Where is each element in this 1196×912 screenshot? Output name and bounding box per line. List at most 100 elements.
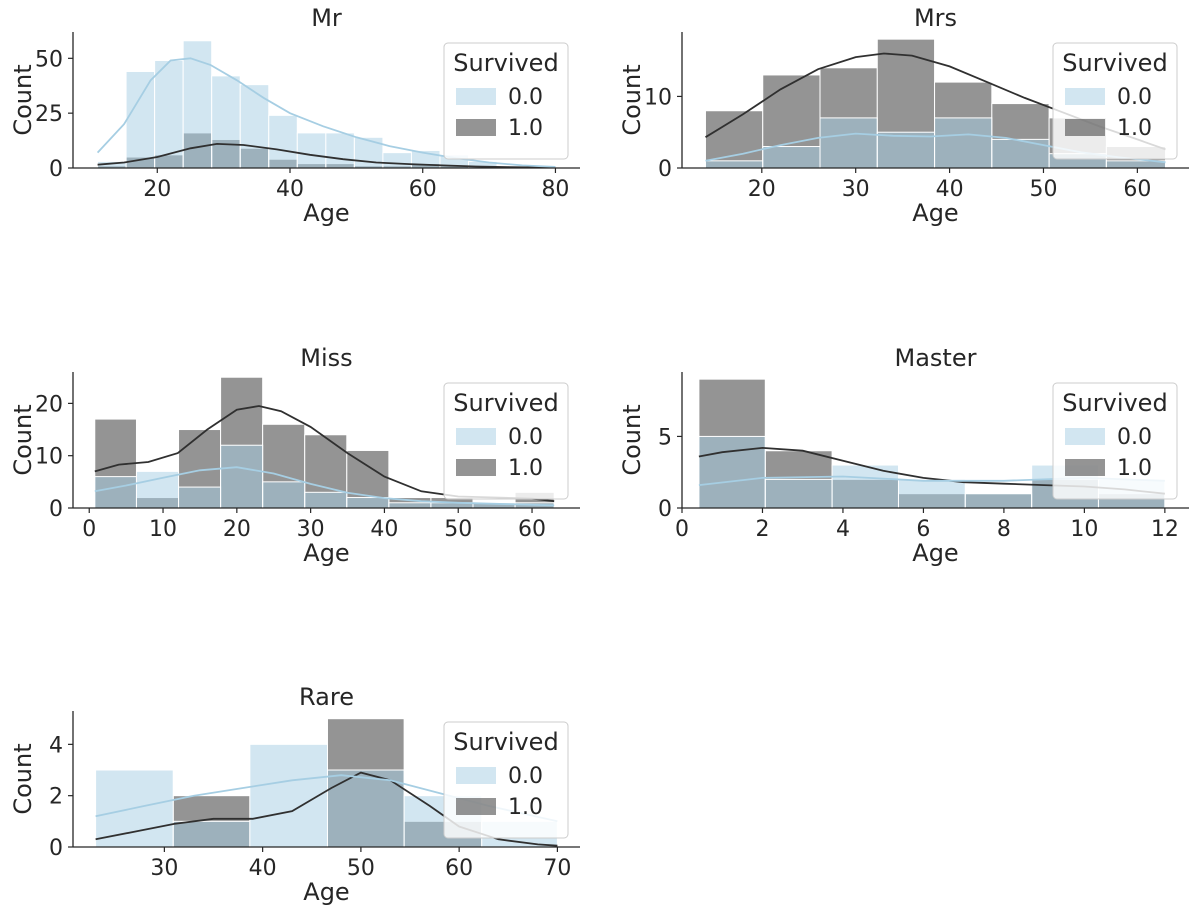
y-tick-label: 5 bbox=[658, 425, 672, 450]
legend-title: Survived bbox=[1062, 49, 1167, 77]
legend: Survived 0.0 1.0 bbox=[443, 382, 569, 500]
x-tick-label: 50 bbox=[1029, 177, 1057, 202]
y-tick-label: 0 bbox=[49, 157, 63, 182]
kde-line bbox=[94, 466, 555, 507]
y-tick-label: 0 bbox=[658, 497, 672, 522]
x-tick-label: 30 bbox=[297, 517, 325, 542]
x-tick-label: 60 bbox=[518, 517, 546, 542]
y-tick-label: 0 bbox=[49, 497, 63, 522]
panel-title: Mrs bbox=[914, 4, 957, 32]
legend: Survived 0.0 1.0 bbox=[443, 721, 569, 839]
histogram-bar bbox=[698, 435, 766, 509]
histogram-bar bbox=[764, 478, 833, 509]
legend-title: Survived bbox=[1062, 389, 1167, 417]
x-tick-label: 10 bbox=[1070, 517, 1098, 542]
x-tick-label: 50 bbox=[444, 517, 472, 542]
legend-swatch-0-0 bbox=[456, 767, 496, 784]
x-tick-label: 30 bbox=[842, 177, 870, 202]
x-tick-label: 20 bbox=[143, 177, 171, 202]
histogram-bar bbox=[268, 114, 298, 169]
y-axis-label: Count bbox=[9, 404, 37, 475]
histogram-bar bbox=[94, 476, 137, 509]
x-tick-label: 30 bbox=[150, 856, 178, 881]
panel-title: Mr bbox=[311, 4, 342, 32]
series-0-0 bbox=[94, 444, 555, 509]
x-tick-label: 2 bbox=[755, 517, 769, 542]
legend-label: 0.0 bbox=[508, 764, 543, 789]
x-tick-label: 10 bbox=[149, 517, 177, 542]
histogram-bar bbox=[346, 497, 390, 509]
histogram-bar bbox=[325, 132, 355, 169]
x-axis-label: Age bbox=[303, 199, 349, 227]
x-tick-label: 4 bbox=[836, 517, 850, 542]
histogram-bar bbox=[704, 160, 764, 169]
histogram-bar bbox=[262, 481, 306, 509]
histogram-bar bbox=[296, 132, 327, 169]
y-axis-label: Count bbox=[618, 64, 646, 135]
panel-rare: 30 40 50 60 70 0 2 4 Rare Age Count Survived 0.0 1.0 bbox=[9, 683, 580, 906]
x-tick-label: 40 bbox=[936, 177, 964, 202]
series-0-0 bbox=[97, 40, 556, 169]
histogram-bar bbox=[934, 117, 993, 169]
series-0-0 bbox=[95, 743, 558, 848]
x-tick-label: 80 bbox=[541, 177, 569, 202]
y-tick-label: 2 bbox=[49, 785, 63, 810]
legend-label: 0.0 bbox=[508, 85, 543, 110]
y-tick-label: 20 bbox=[35, 392, 63, 417]
legend-swatch-1-0 bbox=[456, 459, 496, 476]
legend-swatch-1-0 bbox=[1065, 119, 1105, 136]
x-tick-label: 20 bbox=[223, 517, 251, 542]
panel-title: Master bbox=[895, 344, 977, 372]
histogram-bar bbox=[239, 84, 270, 169]
kde-line bbox=[96, 57, 556, 168]
legend: Survived 0.0 1.0 bbox=[1052, 382, 1178, 500]
legend: Survived 0.0 1.0 bbox=[443, 42, 569, 160]
x-tick-label: 60 bbox=[409, 177, 437, 202]
legend-swatch-0-0 bbox=[456, 88, 496, 105]
legend-label: 1.0 bbox=[1117, 116, 1152, 141]
x-tick-label: 20 bbox=[748, 177, 776, 202]
y-tick-label: 0 bbox=[49, 836, 63, 861]
y-axis-label: Count bbox=[9, 743, 37, 814]
histogram-bar bbox=[876, 131, 936, 169]
x-tick-label: 60 bbox=[1123, 177, 1151, 202]
y-tick-label: 10 bbox=[644, 85, 672, 110]
x-tick-label: 60 bbox=[445, 856, 473, 881]
legend-title: Survived bbox=[453, 49, 558, 77]
x-axis-label: Age bbox=[303, 539, 349, 567]
panel-master: 0 2 4 6 8 10 12 0 5 Master Age Count Survived 0.0 1.0 bbox=[618, 344, 1189, 567]
x-tick-label: 8 bbox=[997, 517, 1011, 542]
legend-label: 1.0 bbox=[508, 795, 543, 820]
legend-title: Survived bbox=[453, 728, 558, 756]
legend-swatch-0-0 bbox=[456, 428, 496, 445]
y-tick-label: 10 bbox=[35, 445, 63, 470]
legend-swatch-1-0 bbox=[456, 119, 496, 136]
x-tick-label: 40 bbox=[370, 517, 398, 542]
legend-label: 1.0 bbox=[1117, 456, 1152, 481]
legend-swatch-1-0 bbox=[1065, 459, 1105, 476]
y-tick-label: 4 bbox=[49, 733, 63, 758]
legend-label: 0.0 bbox=[508, 425, 543, 450]
y-tick-label: 50 bbox=[35, 47, 63, 72]
histogram-bar bbox=[897, 478, 966, 509]
y-axis-label: Count bbox=[9, 64, 37, 135]
histogram-bar bbox=[125, 70, 156, 169]
histogram-bar bbox=[249, 743, 328, 848]
histogram-bar bbox=[304, 491, 348, 509]
x-tick-label: 0 bbox=[675, 517, 689, 542]
legend-swatch-1-0 bbox=[456, 798, 496, 815]
legend-title: Survived bbox=[453, 389, 558, 417]
histogram-bar bbox=[964, 493, 1033, 509]
x-axis-label: Age bbox=[912, 199, 958, 227]
histogram-bar bbox=[211, 75, 241, 169]
legend-swatch-0-0 bbox=[1065, 88, 1105, 105]
histogram-bar bbox=[762, 146, 821, 169]
histogram-bar bbox=[819, 117, 878, 169]
legend-label: 1.0 bbox=[508, 456, 543, 481]
histogram-bar bbox=[382, 152, 412, 169]
panel-miss: 0 10 20 30 40 50 60 0 10 20 Miss Age Count Survived 0.… bbox=[9, 344, 580, 567]
legend: Survived 0.0 1.0 bbox=[1052, 42, 1178, 160]
panel-mr: 20 40 60 80 0 25 50 Mr Age Count Survived 0.0 1.0 bbox=[9, 4, 580, 227]
y-tick-label: 25 bbox=[35, 102, 63, 127]
